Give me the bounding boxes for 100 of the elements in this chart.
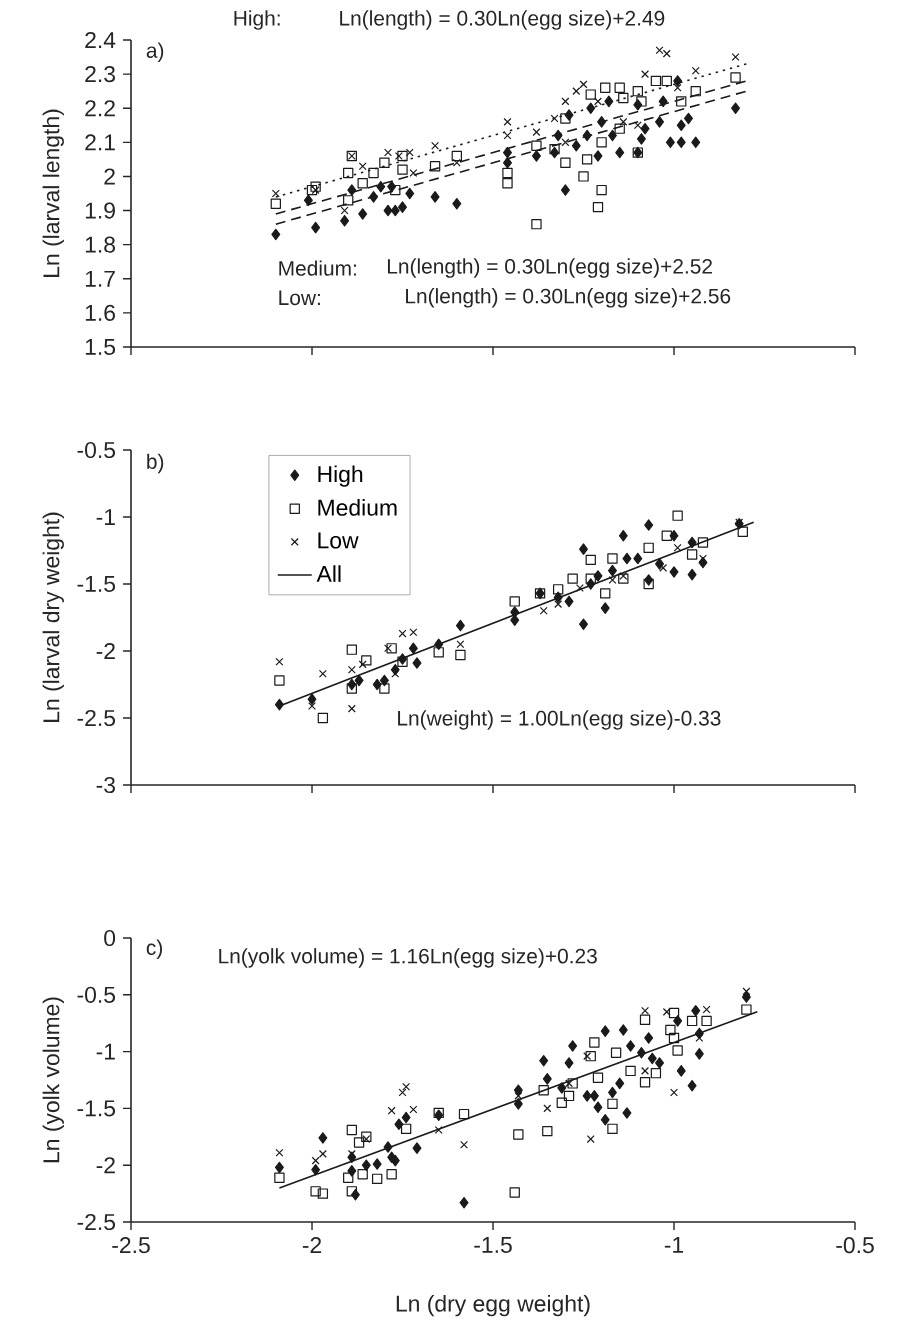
point: [690, 85, 701, 97]
point: [607, 1098, 618, 1110]
point: [670, 1088, 678, 1097]
point: [585, 554, 596, 566]
point: [502, 167, 513, 179]
point: [673, 543, 682, 552]
point: [274, 675, 285, 686]
point: [513, 1098, 523, 1110]
point: [568, 1040, 578, 1052]
point: [542, 1073, 552, 1085]
y-tick-label: -3: [96, 776, 115, 794]
point: [357, 178, 368, 189]
point: [650, 1068, 662, 1079]
point: [698, 554, 707, 563]
point: [615, 146, 625, 159]
point: [510, 606, 520, 618]
point: [655, 46, 664, 55]
point: [686, 1015, 698, 1027]
point: [633, 552, 643, 565]
point: [741, 991, 751, 1003]
point: [412, 1142, 422, 1154]
point: [636, 133, 646, 145]
point: [614, 82, 625, 93]
point: [563, 1090, 575, 1102]
point: [346, 683, 358, 694]
point: [434, 1126, 443, 1134]
y-axis-title: Ln (larval dry weight): [42, 512, 64, 722]
point: [691, 1004, 701, 1017]
point: [669, 566, 679, 578]
point: [564, 1057, 574, 1069]
point: [372, 1158, 382, 1170]
point: [596, 184, 607, 196]
point: [661, 530, 672, 541]
point: [346, 1124, 358, 1136]
point: [386, 1169, 397, 1180]
point: [317, 1188, 329, 1199]
point: [687, 536, 697, 549]
point: [538, 1085, 549, 1096]
point: [687, 1079, 697, 1092]
point: [397, 150, 408, 162]
x-tick-label: -1.5: [474, 1237, 512, 1253]
point: [306, 184, 318, 196]
point: [343, 1172, 354, 1183]
point: [582, 1090, 592, 1102]
point: [459, 1196, 469, 1209]
point: [398, 201, 407, 213]
point: [604, 95, 614, 108]
point: [650, 75, 662, 87]
point: [607, 129, 617, 142]
point: [619, 571, 628, 580]
point: [354, 674, 364, 687]
point: [600, 602, 610, 614]
point: [401, 1111, 411, 1124]
point: [615, 1077, 625, 1090]
point: [592, 1072, 604, 1083]
point: [398, 1088, 407, 1097]
point: [641, 1066, 650, 1075]
y-tick-label: 2.3: [85, 65, 115, 83]
point: [307, 693, 317, 706]
point: [567, 1078, 578, 1089]
point: [532, 128, 541, 137]
point: [383, 204, 393, 217]
point: [600, 1113, 610, 1126]
point: [452, 197, 462, 210]
point: [673, 1015, 683, 1027]
point: [353, 1137, 365, 1148]
point: [589, 1037, 600, 1048]
point: [586, 1135, 595, 1144]
point: [618, 529, 628, 542]
y-tick-label: 1.5: [85, 339, 116, 355]
point: [343, 195, 354, 206]
point: [384, 148, 393, 157]
point: [460, 1140, 469, 1149]
point: [531, 150, 541, 162]
point: [564, 595, 574, 608]
annotation: a): [146, 42, 164, 63]
point: [585, 573, 596, 584]
y-tick-label: 1.9: [85, 202, 115, 219]
legend-label: High: [318, 465, 363, 487]
point: [391, 669, 400, 678]
point: [579, 80, 588, 89]
point: [384, 644, 393, 653]
point: [275, 1148, 284, 1157]
point: [556, 1097, 567, 1108]
point: [539, 1054, 549, 1067]
point: [340, 215, 350, 227]
point: [579, 618, 588, 630]
point: [358, 208, 368, 220]
point: [539, 606, 548, 615]
point: [317, 712, 329, 724]
y-tick-label: -1.5: [77, 576, 116, 592]
point: [632, 85, 643, 97]
point: [676, 136, 686, 149]
annotation: b): [147, 453, 164, 474]
point: [561, 138, 570, 147]
point: [503, 131, 512, 140]
point: [626, 1040, 636, 1052]
point: [408, 642, 418, 655]
point: [318, 1149, 327, 1158]
y-tick-label: 0: [104, 929, 116, 947]
